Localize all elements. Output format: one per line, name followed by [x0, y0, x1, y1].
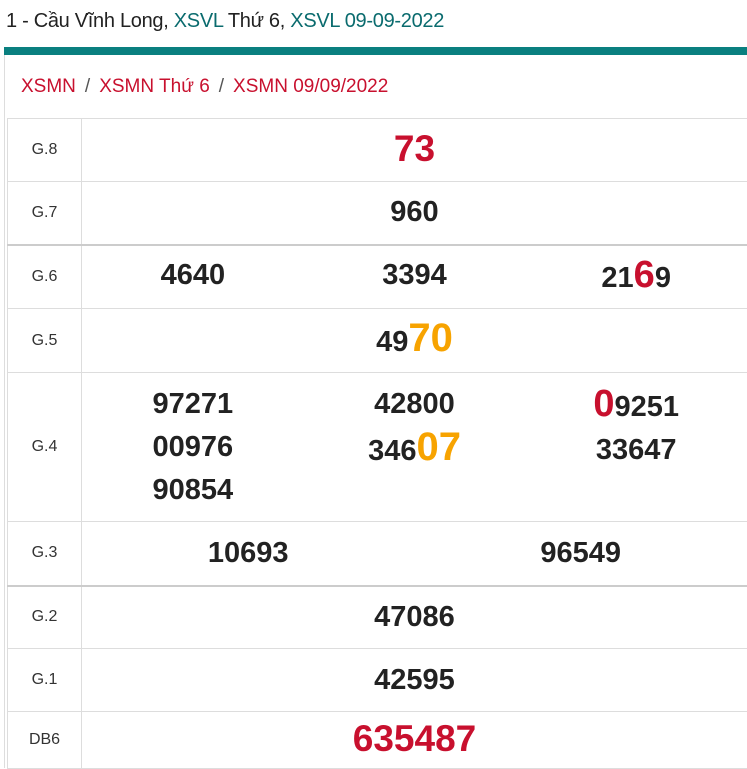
prize-label: G.6 — [8, 245, 82, 309]
title-mid: Thứ 6, — [223, 10, 290, 32]
prize-row: G.5 4970 — [8, 309, 747, 373]
page-title: 1 - Cầu Vĩnh Long, XSVL Thứ 6, XSVL 09-0… — [6, 10, 444, 33]
prize-numbers: 960 — [82, 182, 747, 245]
title-prefix: 1 - Cầu Vĩnh Long, — [6, 10, 174, 32]
prize-row: G.6 4640 3394 2169 — [8, 245, 747, 309]
prize-row: G.4 97271 00976 90854 42800 34607 09251 33647 — [8, 373, 747, 522]
results-panel: XSMN / XSMN Thứ 6 / XSMN 09/09/2022 G.8 73 G.7… — [4, 55, 747, 768]
prize-number: 10693 — [208, 532, 289, 575]
digits: 960 — [390, 196, 438, 228]
prize-row: G.1 42595 — [8, 649, 747, 712]
xsvl-link[interactable]: XSVL — [174, 10, 223, 32]
prize-label: G.3 — [8, 522, 82, 586]
prize-row: G.2 47086 — [8, 586, 747, 649]
prize-label: G.8 — [8, 119, 82, 182]
prize-number: 00976 — [153, 426, 234, 469]
highlighted-digits: 07 — [416, 425, 461, 469]
digits: 00976 — [153, 431, 234, 463]
digits: 96549 — [540, 537, 621, 569]
digits: 3394 — [382, 259, 447, 291]
prize-number: 2169 — [601, 254, 671, 300]
digits: 21 — [601, 262, 633, 294]
divider-bar — [4, 47, 747, 55]
prize-number: 34607 — [368, 426, 461, 473]
breadcrumb-xsmn[interactable]: XSMN — [21, 76, 76, 97]
prize-row: G.8 73 — [8, 119, 747, 182]
prize-number: 97271 — [153, 383, 234, 426]
prize-number: 96549 — [540, 532, 621, 575]
prize-label: G.4 — [8, 373, 82, 522]
digits: 90854 — [153, 474, 234, 506]
digits: 346 — [368, 435, 416, 467]
prize-label: G.1 — [8, 649, 82, 712]
highlighted-digits: 6 — [634, 254, 655, 296]
prize-numbers: 97271 00976 90854 42800 34607 09251 33647 — [82, 373, 747, 522]
prize-number: 4970 — [376, 317, 453, 364]
prize-number: 3394 — [382, 254, 447, 297]
breadcrumb: XSMN / XSMN Thứ 6 / XSMN 09/09/2022 — [21, 76, 388, 98]
prize-label: G.7 — [8, 182, 82, 245]
prize-numbers: 10693 96549 — [82, 522, 747, 586]
prize-number: 42595 — [374, 659, 455, 702]
prize-number: 635487 — [353, 717, 476, 764]
prize-row: G.7 960 — [8, 182, 747, 245]
digits: 33647 — [596, 434, 677, 466]
highlighted-digits: 0 — [593, 383, 614, 425]
prize-label: DB6 — [8, 712, 82, 769]
prize-number: 73 — [394, 127, 435, 174]
digits: 47086 — [374, 601, 455, 633]
prize-row: G.3 10693 96549 — [8, 522, 747, 586]
prize-numbers: 4970 — [82, 309, 747, 373]
digits: 9251 — [614, 391, 679, 423]
prize-number: 33647 — [596, 429, 677, 472]
digits: 49 — [376, 326, 408, 358]
prize-numbers: 42595 — [82, 649, 747, 712]
prize-numbers: 4640 3394 2169 — [82, 245, 747, 309]
digits: 42595 — [374, 664, 455, 696]
highlighted-digits: 635487 — [353, 718, 476, 759]
prize-numbers: 47086 — [82, 586, 747, 649]
prize-numbers: 635487 — [82, 712, 747, 769]
digits: 42800 — [374, 388, 455, 420]
prize-numbers: 73 — [82, 119, 747, 182]
prize-row: DB6 635487 — [8, 712, 747, 769]
highlighted-digits: 73 — [394, 128, 435, 169]
breadcrumb-xsmn-thu6[interactable]: XSMN Thứ 6 — [99, 76, 210, 97]
digits: 4640 — [161, 259, 226, 291]
prize-number: 4640 — [161, 254, 226, 297]
digits: 97271 — [153, 388, 234, 420]
prize-number: 42800 — [374, 383, 455, 426]
xsvl-date-link[interactable]: XSVL 09-09-2022 — [290, 10, 444, 32]
breadcrumb-sep: / — [85, 76, 90, 97]
highlighted-digits: 70 — [408, 316, 453, 360]
digits: 9 — [655, 262, 671, 294]
prize-number: 960 — [390, 191, 438, 234]
prize-number: 09251 — [593, 383, 679, 429]
prize-number: 90854 — [153, 469, 234, 512]
breadcrumb-xsmn-date[interactable]: XSMN 09/09/2022 — [233, 76, 388, 97]
digits: 10693 — [208, 537, 289, 569]
breadcrumb-sep: / — [219, 76, 224, 97]
prize-label: G.5 — [8, 309, 82, 373]
prize-number: 47086 — [374, 596, 455, 639]
prize-label: G.2 — [8, 586, 82, 649]
